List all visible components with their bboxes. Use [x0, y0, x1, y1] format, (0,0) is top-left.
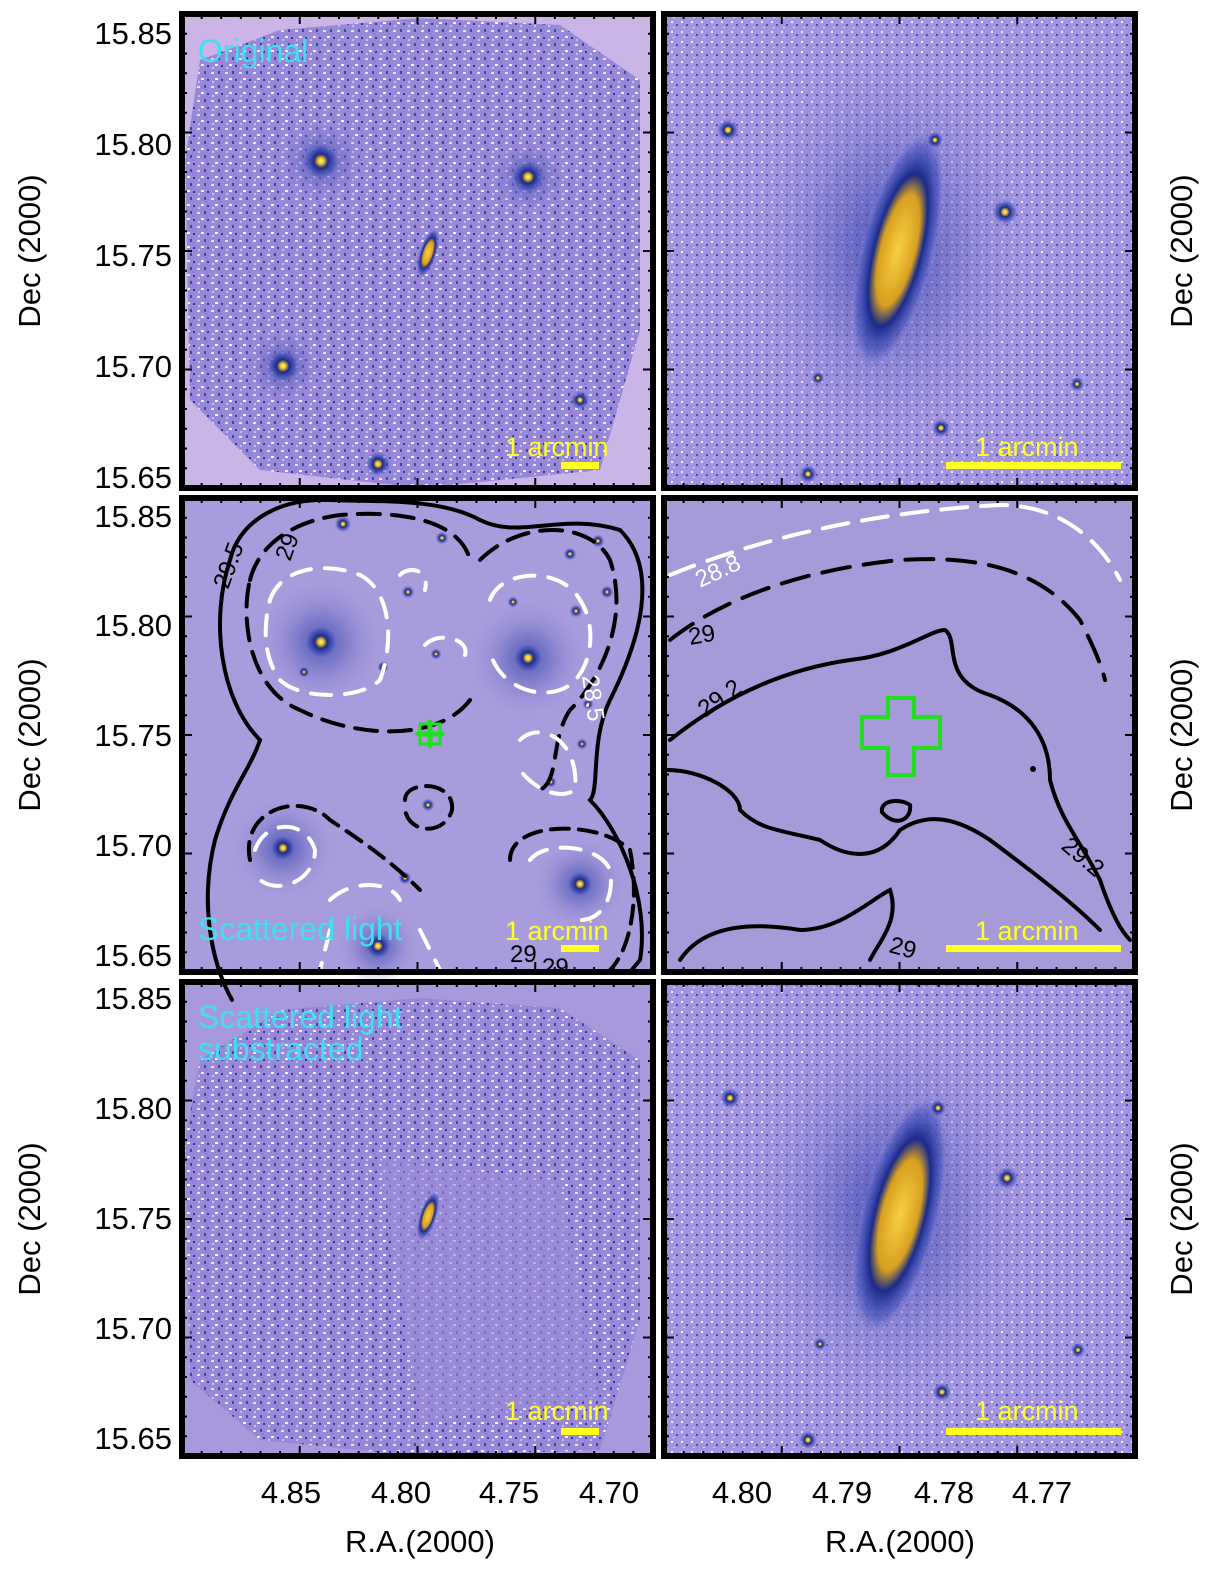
- y-axis-label: Dec (2000): [1164, 174, 1199, 327]
- y-tick-label: 15.70: [94, 828, 172, 863]
- y-tick-label: 15.65: [94, 1421, 172, 1456]
- panel-title-scattered: Scattered light: [198, 911, 403, 947]
- panel-title-subtracted-2: substracted: [198, 1031, 363, 1067]
- y-tick-label: 15.65: [94, 460, 172, 495]
- contour-label: 28.5: [576, 673, 609, 723]
- y-tick-labels: 15.85 15.80 15.75 15.70 15.65 15.85 15.8…: [94, 16, 172, 1456]
- y-tick-label: 15.75: [94, 1201, 172, 1236]
- panel-original-wide: [182, 14, 653, 488]
- contour-label: 29: [686, 620, 717, 651]
- y-tick-label: 15.85: [94, 16, 172, 51]
- x-tick-label: 4.70: [579, 1475, 639, 1510]
- scale-bar-label: 1 arcmin: [505, 1396, 609, 1426]
- panel-title-subtracted-1: Scattered light: [198, 999, 403, 1035]
- x-tick-label: 4.80: [371, 1475, 431, 1510]
- y-tick-label: 15.80: [94, 1091, 172, 1126]
- x-tick-label: 4.75: [479, 1475, 539, 1510]
- x-tick-label: 4.77: [1012, 1475, 1072, 1510]
- x-tick-label: 4.78: [914, 1475, 974, 1510]
- y-axis-label: Dec (2000): [12, 658, 47, 811]
- y-tick-label: 15.65: [94, 938, 172, 973]
- y-tick-label: 15.80: [94, 127, 172, 162]
- x-axis-label: R.A.(2000): [825, 1524, 975, 1559]
- x-tick-labels: 4.85 4.80 4.75 4.70 4.80 4.79 4.78 4.77: [261, 1475, 1072, 1510]
- scale-bars: 1 arcmin 1 arcmin 1 arcmin 1 arcmin 1 ar…: [505, 432, 1121, 1435]
- contour-label: 29: [510, 941, 537, 968]
- x-tick-label: 4.85: [261, 1475, 321, 1510]
- y-tick-label: 15.70: [94, 1311, 172, 1346]
- y-axis-label: Dec (2000): [1164, 1142, 1199, 1295]
- y-tick-label: 15.85: [94, 981, 172, 1016]
- x-axis-label: R.A.(2000): [345, 1524, 495, 1559]
- y-axis-label: Dec (2000): [1164, 658, 1199, 811]
- x-tick-label: 4.80: [712, 1475, 772, 1510]
- y-tick-label: 15.80: [94, 608, 172, 643]
- y-axis-labels: Dec (2000) Dec (2000) Dec (2000) Dec (20…: [12, 174, 1199, 1295]
- x-tick-label: 4.79: [812, 1475, 872, 1510]
- y-axis-label: Dec (2000): [12, 174, 47, 327]
- panel-frames: [179, 11, 1138, 1459]
- panel-title-original: Original: [198, 33, 308, 69]
- scale-bar-label: 1 arcmin: [975, 432, 1079, 462]
- y-tick-label: 15.85: [94, 499, 172, 534]
- scale-bar-label: 1 arcmin: [975, 1396, 1079, 1426]
- y-axis-label: Dec (2000): [12, 1142, 47, 1295]
- scale-bar-label: 1 arcmin: [975, 916, 1079, 946]
- scale-bar-label: 1 arcmin: [505, 916, 609, 946]
- panel-subtracted-wide: [182, 982, 653, 1456]
- y-tick-label: 15.70: [94, 349, 172, 384]
- y-tick-label: 15.75: [94, 718, 172, 753]
- scale-bar-label: 1 arcmin: [505, 432, 609, 462]
- panel-subtracted-zoom: [664, 982, 1135, 1456]
- y-tick-label: 15.75: [94, 238, 172, 273]
- panel-original-zoom: [664, 14, 1135, 488]
